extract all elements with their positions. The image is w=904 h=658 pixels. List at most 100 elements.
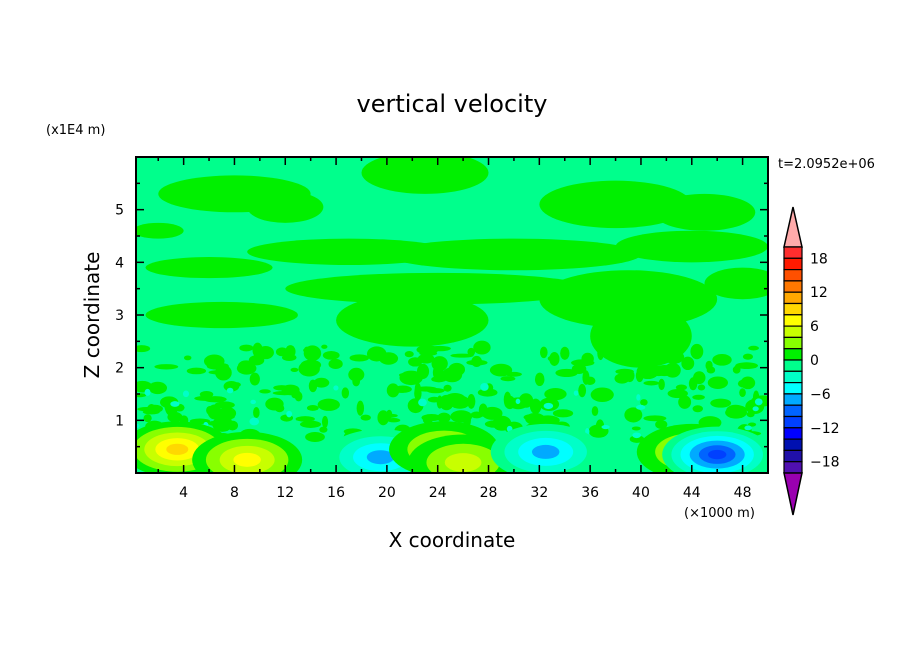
contour-region bbox=[186, 367, 207, 375]
contour-region bbox=[748, 345, 759, 351]
contour-region bbox=[477, 388, 498, 397]
colorbar: 18 12 6 0 −6 −12 −18 bbox=[783, 206, 840, 516]
contour-region bbox=[578, 383, 587, 398]
contour-region bbox=[746, 411, 755, 418]
contour-region bbox=[148, 381, 168, 395]
contour-region bbox=[552, 409, 574, 418]
contour-region bbox=[726, 404, 745, 416]
contour-region bbox=[582, 370, 590, 385]
contour-region bbox=[740, 376, 756, 390]
colorbar-box bbox=[783, 280, 803, 293]
contour-region bbox=[199, 390, 214, 398]
contour-region bbox=[573, 390, 579, 396]
contour-region bbox=[503, 391, 512, 408]
contour-region bbox=[319, 426, 328, 433]
contour-region bbox=[555, 368, 578, 378]
contour-region bbox=[742, 353, 754, 360]
contour-region bbox=[317, 398, 340, 411]
contour-region bbox=[449, 395, 471, 409]
colorbar-label: 0 bbox=[810, 353, 819, 369]
contour-region bbox=[253, 406, 260, 419]
contour-region bbox=[560, 346, 570, 360]
contour-region bbox=[428, 345, 451, 352]
contour-region bbox=[239, 344, 254, 352]
colorbar-box bbox=[783, 302, 803, 316]
contour-feature bbox=[166, 443, 189, 455]
contour-region bbox=[754, 398, 763, 406]
colorbar-box bbox=[783, 291, 803, 305]
contour-region bbox=[539, 346, 548, 359]
contour-region bbox=[182, 390, 190, 398]
contour-region bbox=[439, 394, 454, 411]
y-tick-label: 5 bbox=[115, 203, 124, 219]
colorbar-box bbox=[783, 325, 803, 339]
x-tick-label: 20 bbox=[378, 485, 396, 501]
contour-region bbox=[194, 396, 214, 401]
colorbar-under-triangle bbox=[783, 472, 803, 516]
contour-region bbox=[601, 425, 610, 430]
x-axis-label: X coordinate bbox=[389, 528, 516, 552]
contour-region bbox=[663, 350, 685, 364]
colorbar-box bbox=[783, 415, 803, 429]
contour-region bbox=[415, 356, 430, 363]
contour-region bbox=[170, 401, 180, 407]
colorbar-box bbox=[783, 370, 803, 384]
colorbar-label: −18 bbox=[810, 455, 840, 471]
colorbar-box bbox=[783, 314, 803, 327]
contour-region bbox=[250, 399, 256, 405]
colorbar-box bbox=[783, 427, 803, 440]
contour-region bbox=[437, 412, 451, 423]
contour-region bbox=[571, 363, 587, 374]
contour-region bbox=[710, 398, 732, 408]
contour-region bbox=[333, 385, 339, 391]
contour-region bbox=[361, 157, 489, 194]
contour-region bbox=[136, 345, 151, 353]
contour-region bbox=[203, 354, 225, 369]
contour-region bbox=[377, 410, 390, 426]
contour-region bbox=[306, 405, 319, 411]
contour-region bbox=[631, 426, 641, 431]
contour-region bbox=[145, 301, 298, 329]
x-tick-label: 16 bbox=[327, 485, 345, 501]
contour-region bbox=[636, 363, 660, 380]
contour-region bbox=[615, 368, 634, 375]
contour-region bbox=[313, 377, 330, 388]
contour-region bbox=[706, 366, 716, 374]
contour-feature bbox=[444, 453, 482, 472]
contour-region bbox=[398, 372, 419, 378]
contour-region bbox=[285, 272, 591, 305]
contour-region bbox=[431, 376, 447, 383]
contour-region bbox=[707, 376, 728, 389]
x-tick-label: 8 bbox=[230, 485, 239, 501]
contour-region bbox=[739, 388, 746, 397]
contour-region bbox=[321, 415, 329, 428]
contour-region bbox=[547, 355, 558, 362]
contour-region bbox=[328, 358, 343, 370]
colorbar-box bbox=[783, 257, 803, 271]
contour-region bbox=[249, 372, 260, 386]
x-tick-label: 44 bbox=[683, 485, 701, 501]
colorbar-box bbox=[783, 246, 803, 259]
contour-region bbox=[295, 416, 315, 422]
y-tick-label: 1 bbox=[115, 413, 124, 429]
y-tick-label: 4 bbox=[115, 255, 124, 271]
contour-region bbox=[467, 394, 476, 409]
contour-region bbox=[322, 350, 340, 360]
contour-region bbox=[418, 398, 427, 407]
contour-region bbox=[427, 396, 441, 403]
contour-region bbox=[212, 416, 233, 432]
contour-region bbox=[387, 418, 401, 423]
y-axis-label: Z coordinate bbox=[80, 252, 104, 379]
contour-region bbox=[305, 432, 325, 442]
contour-region bbox=[386, 383, 400, 398]
contour-region bbox=[470, 411, 483, 419]
colorbar-box bbox=[783, 461, 803, 474]
colorbar-over-triangle bbox=[783, 206, 803, 248]
contour-region bbox=[632, 432, 641, 439]
contour-region bbox=[655, 419, 668, 429]
contour-region bbox=[732, 365, 741, 374]
contour-region bbox=[536, 415, 560, 426]
contour-region bbox=[236, 362, 257, 375]
contour-region bbox=[259, 389, 271, 394]
contour-region bbox=[735, 362, 758, 370]
